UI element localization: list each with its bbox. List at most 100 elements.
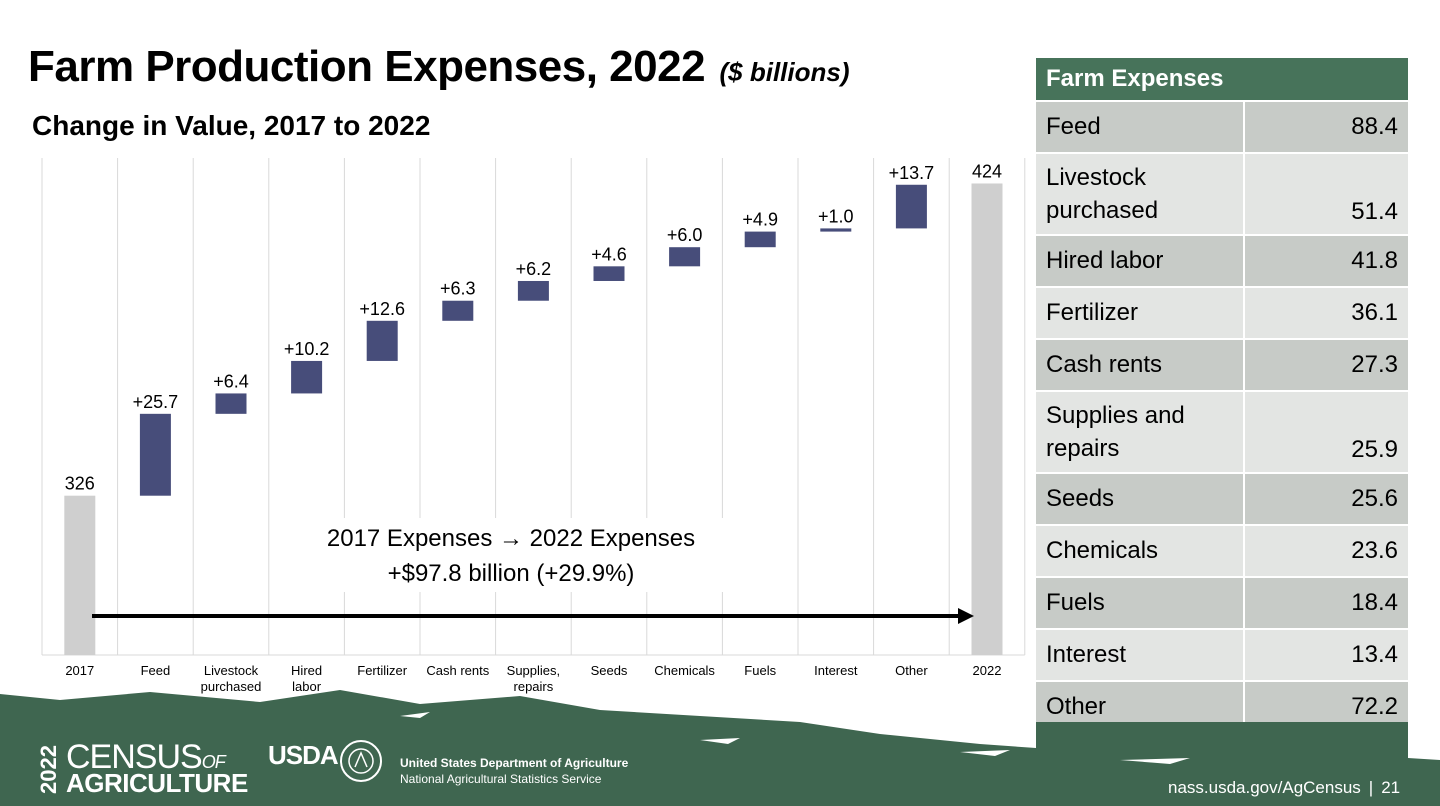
bar bbox=[971, 183, 1003, 655]
row-name: Feed bbox=[1036, 101, 1245, 154]
table-row: Supplies and repairs 25.9 bbox=[1036, 391, 1408, 474]
usda-agency-name: National Agricultural Statistics Service bbox=[400, 772, 602, 786]
category-label: Fertilizer bbox=[357, 663, 408, 678]
row-value: 23.6 bbox=[1244, 525, 1408, 578]
data-label: +6.3 bbox=[440, 279, 476, 299]
bar bbox=[366, 320, 398, 361]
table-row: Interest 13.4 bbox=[1036, 629, 1408, 682]
category-label: Other bbox=[895, 663, 928, 678]
census-logo-line1: CENSUSOF bbox=[66, 738, 226, 777]
row-name: Livestock purchased bbox=[1036, 153, 1245, 236]
bar bbox=[291, 360, 323, 394]
table-row: Livestock purchased 51.4 bbox=[1036, 153, 1408, 236]
page-subtitle: Change in Value, 2017 to 2022 bbox=[32, 110, 431, 141]
seal-ring bbox=[340, 740, 382, 782]
row-value: 27.3 bbox=[1244, 339, 1408, 392]
census-word: CENSUS bbox=[66, 738, 203, 776]
row-value: 88.4 bbox=[1244, 101, 1408, 154]
row-value: 51.4 bbox=[1244, 153, 1408, 236]
bar bbox=[593, 266, 625, 281]
annotation-line-1: 2017 Expenses → 2022 Expenses bbox=[327, 525, 695, 552]
chart-bars bbox=[64, 183, 1003, 655]
census-year-vertical: 2022 bbox=[38, 745, 60, 794]
data-label: 326 bbox=[65, 474, 95, 494]
census-of-word: OF bbox=[201, 752, 226, 772]
total-change-arrow bbox=[92, 608, 974, 624]
title-units: ($ billions) bbox=[719, 57, 850, 87]
table-header: Farm Expenses bbox=[1036, 58, 1408, 102]
table-row: Feed 88.4 bbox=[1036, 101, 1408, 154]
category-label: Chemicals bbox=[654, 663, 715, 678]
category-label: Seeds bbox=[591, 663, 628, 678]
census-logo-line2: AGRICULTURE bbox=[66, 768, 248, 798]
usda-logo: USDA bbox=[268, 740, 339, 770]
data-label: +13.7 bbox=[889, 163, 935, 183]
arrow-head bbox=[958, 608, 974, 624]
chart-annotation: 2017 Expenses → 2022 Expenses +$97.8 bil… bbox=[292, 518, 732, 592]
seal-inner-ring bbox=[348, 748, 374, 774]
footer-site-info: nass.usda.gov/AgCensus | 21 bbox=[1168, 778, 1400, 798]
bar bbox=[744, 231, 776, 248]
data-label: 424 bbox=[972, 161, 1002, 181]
farm-expenses-table: Farm Expenses Feed 88.4 Livestock purcha… bbox=[1036, 58, 1408, 734]
row-name: Seeds bbox=[1036, 473, 1245, 526]
category-label: labor bbox=[292, 679, 322, 694]
annotation-background bbox=[292, 518, 732, 592]
bar bbox=[820, 228, 852, 232]
table-row: Hired labor 41.8 bbox=[1036, 235, 1408, 288]
usda-department-name: United States Department of Agriculture bbox=[400, 756, 629, 770]
row-value: 18.4 bbox=[1244, 577, 1408, 630]
table-row: Fertilizer 36.1 bbox=[1036, 287, 1408, 340]
title-text: Farm Production Expenses, 2022 bbox=[28, 42, 706, 91]
row-name: Chemicals bbox=[1036, 525, 1245, 578]
category-label: Fuels bbox=[744, 663, 776, 678]
data-label: +10.2 bbox=[284, 339, 330, 359]
seal-icon bbox=[340, 740, 382, 782]
data-label: +6.0 bbox=[667, 225, 703, 245]
data-label: +1.0 bbox=[818, 206, 854, 226]
bar bbox=[215, 393, 247, 414]
row-name: Fuels bbox=[1036, 577, 1245, 630]
bar bbox=[442, 300, 474, 321]
bar bbox=[139, 413, 171, 496]
row-value: 13.4 bbox=[1244, 629, 1408, 682]
category-label: Supplies, bbox=[507, 663, 560, 678]
table-row: Chemicals 23.6 bbox=[1036, 525, 1408, 578]
row-value: 25.6 bbox=[1244, 473, 1408, 526]
row-value: 25.9 bbox=[1244, 391, 1408, 474]
bar bbox=[895, 184, 927, 229]
data-label: +6.2 bbox=[516, 259, 552, 279]
row-name: Hired labor bbox=[1036, 235, 1245, 288]
data-label: +6.4 bbox=[213, 371, 249, 391]
table-row: Seeds 25.6 bbox=[1036, 473, 1408, 526]
bar bbox=[517, 280, 549, 301]
footer-separator: | bbox=[1368, 778, 1374, 797]
seal-mark bbox=[354, 751, 368, 768]
category-label: 2022 bbox=[973, 663, 1002, 678]
bar bbox=[669, 247, 701, 267]
table-row: Fuels 18.4 bbox=[1036, 577, 1408, 630]
bar bbox=[64, 495, 96, 655]
category-label: Hired bbox=[291, 663, 322, 678]
census-year: 2022 bbox=[38, 745, 60, 794]
row-name: Supplies and repairs bbox=[1036, 391, 1245, 474]
data-label: +12.6 bbox=[359, 299, 405, 319]
category-label: Interest bbox=[814, 663, 858, 678]
row-name: Interest bbox=[1036, 629, 1245, 682]
category-label: purchased bbox=[201, 679, 262, 694]
category-label: Cash rents bbox=[426, 663, 489, 678]
category-label: Livestock bbox=[204, 663, 259, 678]
site-link[interactable]: nass.usda.gov/AgCensus bbox=[1168, 778, 1361, 797]
annotation-line-2: +$97.8 billion (+29.9%) bbox=[388, 560, 635, 587]
row-name: Fertilizer bbox=[1036, 287, 1245, 340]
data-label: +4.9 bbox=[742, 210, 778, 230]
footer-background bbox=[0, 690, 1440, 806]
data-label: +4.6 bbox=[591, 244, 627, 264]
category-label: repairs bbox=[514, 679, 554, 694]
page-number: 21 bbox=[1381, 778, 1401, 797]
footer-texture bbox=[400, 712, 1190, 764]
category-label: Feed bbox=[141, 663, 171, 678]
table-row: Cash rents 27.3 bbox=[1036, 339, 1408, 392]
